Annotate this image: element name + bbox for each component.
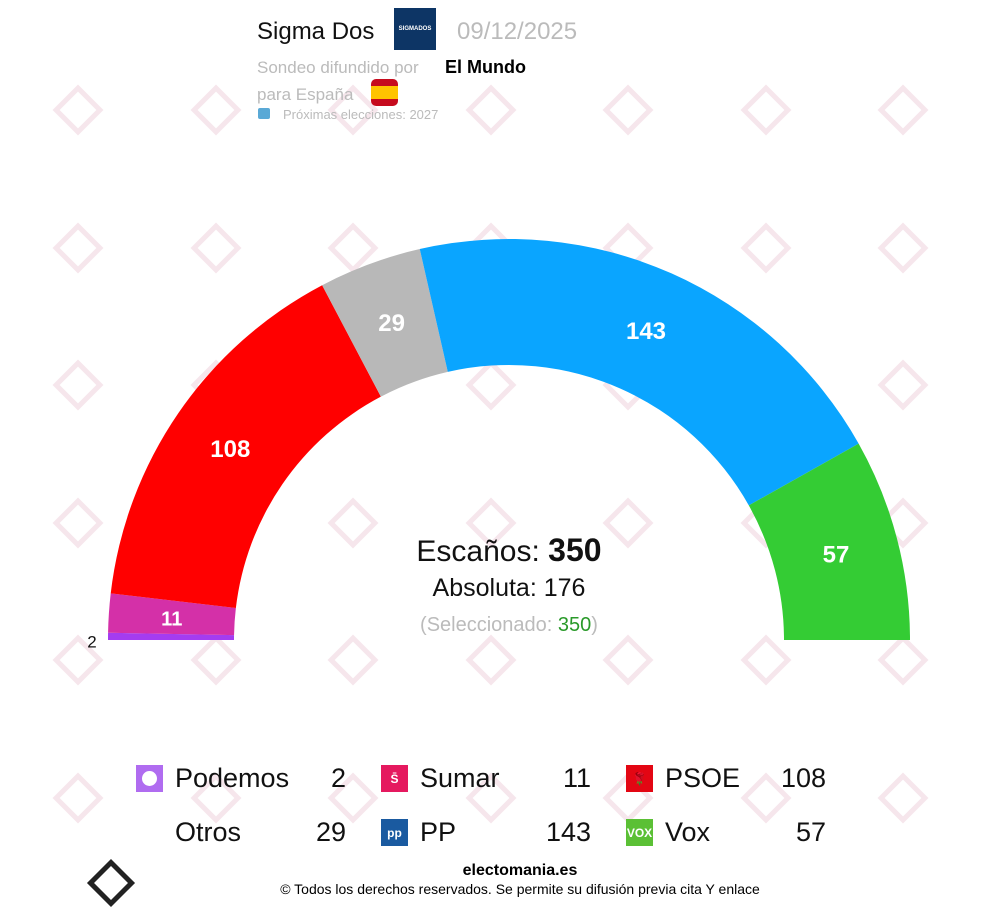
arc-psoe[interactable]: [110, 285, 381, 608]
psoe-rose-icon: 🌹: [626, 765, 653, 792]
label-sumar: 11: [161, 608, 182, 630]
subtitle: Sondeo difundido por: [257, 58, 419, 77]
seats-total: Escaños: 350: [416, 532, 602, 568]
legend-item-sumar[interactable]: S̄ Sumar 11: [381, 763, 591, 794]
vox-logo-icon: VOX: [626, 819, 653, 846]
arc-podemos[interactable]: [108, 632, 235, 640]
majority: Absoluta: 176: [432, 574, 586, 602]
legend-item-otros[interactable]: Otros 29: [136, 817, 346, 848]
spain-flag-icon: [371, 79, 398, 106]
arc-vox[interactable]: [748, 443, 910, 640]
arc-sumar[interactable]: [108, 593, 236, 636]
legend-item-podemos[interactable]: Podemos 2: [136, 763, 346, 794]
legend-name: Podemos: [175, 763, 290, 793]
legend-name: Vox: [665, 817, 711, 847]
legend-seats: 2: [330, 763, 346, 793]
region: para España: [257, 85, 354, 104]
legend-seats: 57: [795, 817, 826, 847]
pp-logo-icon: pp: [381, 819, 408, 846]
next-elections: Próximas elecciones: 2027: [283, 107, 439, 122]
legend-name: Otros: [175, 817, 242, 847]
podemos-circle-icon: [136, 765, 163, 792]
legend-name: Sumar: [420, 763, 500, 793]
legend-seats: 29: [315, 817, 346, 847]
label-podemos: 2: [87, 632, 96, 651]
label-psoe: 108: [210, 436, 250, 463]
label-vox: 57: [823, 541, 850, 568]
legend-item-vox[interactable]: VOX Vox 57: [626, 817, 826, 848]
legend-name: PP: [420, 817, 457, 847]
legend-name: PSOE: [665, 763, 741, 793]
pollster-name: Sigma Dos: [257, 18, 375, 45]
legend-seats: 108: [780, 763, 826, 793]
selected-seats: (Seleccionado: 350): [420, 614, 598, 636]
pollster-logo: SIGMADOS: [394, 8, 436, 50]
label-pp: 143: [626, 318, 666, 345]
media-name: El Mundo: [445, 57, 526, 77]
legend-item-pp[interactable]: pp PP 143: [381, 817, 591, 848]
no-icon: [136, 819, 163, 846]
legend-item-psoe[interactable]: 🌹 PSOE 108: [626, 763, 826, 794]
ballot-box-icon: [258, 108, 270, 119]
copyright: © Todos los derechos reservados. Se perm…: [280, 881, 760, 897]
legend-seats: 11: [562, 763, 591, 793]
poll-date: 09/12/2025: [457, 18, 578, 45]
legend-seats: 143: [545, 817, 591, 847]
sumar-logo-icon: S̄: [381, 765, 408, 792]
label-otros: 29: [378, 310, 405, 337]
site-name: electomania.es: [462, 862, 578, 879]
arc-otros[interactable]: [322, 249, 448, 397]
arc-pp[interactable]: [419, 238, 859, 506]
